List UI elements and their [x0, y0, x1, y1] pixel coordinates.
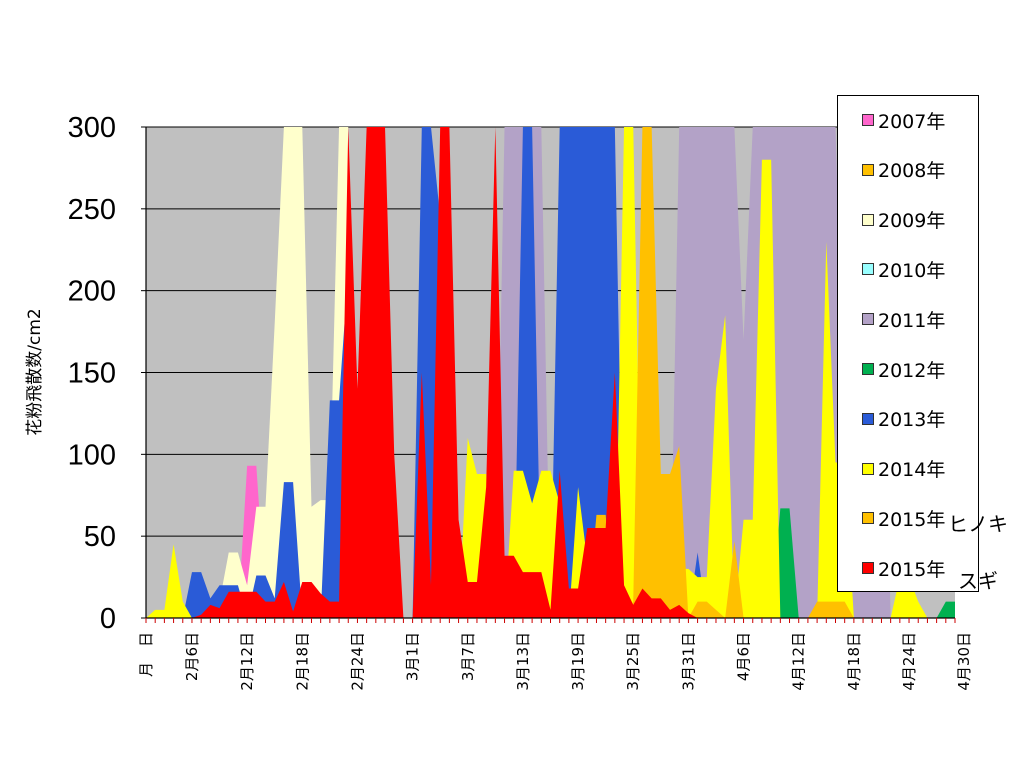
legend-item: 2012年	[862, 357, 946, 382]
x-tick-label: 3月31日	[679, 632, 697, 691]
y-tick-label: 50	[84, 521, 116, 553]
x-tick-label: 3月13日	[514, 632, 532, 691]
annotation-sugi: スギ	[958, 569, 998, 593]
legend-label: 2011年	[878, 309, 946, 332]
axes	[141, 126, 956, 623]
y-tick-label: 200	[68, 276, 116, 308]
legend-swatch	[862, 163, 874, 176]
legend-swatch	[862, 462, 874, 475]
legend-item: 2010年	[862, 257, 946, 282]
legend-label: 2009年	[878, 210, 946, 233]
x-tick-label: 月 日	[137, 632, 155, 677]
legend-label: 2013年	[878, 409, 946, 432]
x-tick-label: 3月1日	[404, 632, 422, 681]
x-tick-label: 3月25日	[624, 632, 642, 691]
x-tick-label: 4月18日	[845, 632, 863, 691]
x-tick-label: 2月6日	[183, 632, 201, 681]
y-axis-label: 花粉飛散数/cm2	[25, 308, 45, 435]
series-area-9	[146, 127, 955, 618]
annotation-hinoki: ヒノキ	[948, 512, 1008, 536]
y-tick-label: 0	[100, 603, 116, 635]
legend-swatch	[862, 114, 874, 126]
x-tick-labels: 月 日 2月6日 2月12日 2月18日 2月24日 3月1日 3月7日 3月13日 3月19日…	[137, 632, 973, 691]
x-tick-label: 4月12日	[790, 632, 808, 691]
legend-item: 2007年	[862, 108, 946, 133]
legend-label: 2015年	[878, 558, 946, 581]
y-tick-label: 150	[68, 358, 116, 390]
legend: 2007年 2008年 2009年 2010年 2011年 2012年 2013年 2014年…	[837, 95, 979, 592]
series-area-4	[146, 127, 955, 618]
series-area-7	[146, 127, 955, 618]
y-tick-labels: 0 50 100 150 200 250 300	[68, 112, 116, 635]
x-tick-label: 4月6日	[735, 632, 753, 681]
legend-swatch	[862, 263, 874, 276]
legend-item: 2008年	[862, 158, 945, 182]
legend-label: 2008年	[878, 160, 946, 183]
legend-swatch	[862, 512, 874, 525]
legend-label: 2007年	[878, 110, 946, 133]
y-tick-label: 300	[68, 112, 116, 144]
x-tick-label: 2月24日	[348, 632, 366, 691]
legend-label: 2014年	[878, 459, 946, 482]
x-tick-label: 3月7日	[459, 632, 477, 681]
legend-label: 2012年	[878, 359, 946, 382]
y-tick-label: 100	[68, 439, 116, 471]
x-tick-label: 4月30日	[955, 632, 973, 691]
y-tick-label: 250	[68, 194, 116, 226]
legend-item: 2013年	[862, 407, 945, 431]
x-tick-label: 2月18日	[293, 632, 311, 691]
legend-swatch	[862, 363, 874, 375]
x-tick-label: 3月19日	[569, 632, 587, 691]
legend-item: 2014年	[862, 457, 945, 481]
x-tick-label: 4月24日	[900, 632, 918, 691]
legend-swatch	[862, 412, 874, 425]
legend-swatch	[862, 562, 874, 575]
legend-item: 2015年	[862, 506, 946, 531]
legend-swatch	[862, 313, 874, 326]
legend-label: 2010年	[878, 259, 946, 282]
legend-item: 2009年	[862, 208, 945, 232]
series-area-5	[146, 508, 955, 618]
legend-swatch	[862, 213, 874, 226]
legend-label: 2015年	[878, 508, 946, 531]
legend-item: 2015年	[862, 556, 946, 581]
x-tick-label: 2月12日	[238, 632, 256, 691]
legend-item: 2011年	[862, 307, 946, 332]
series-layer	[146, 127, 955, 618]
